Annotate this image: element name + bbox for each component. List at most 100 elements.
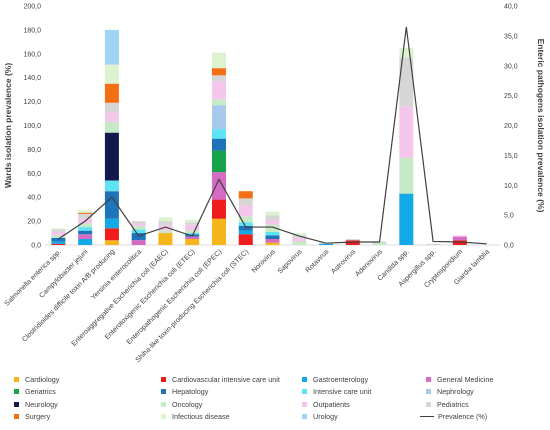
bar-segment-pediatrics: [345, 239, 360, 241]
legend-label: Urology: [313, 411, 338, 421]
bar-segment-oncology: [185, 230, 200, 234]
bar-segment-infectious-disease: [51, 228, 66, 230]
y-tick-label: 40,0: [27, 195, 41, 202]
bar-segment-outpatients: [158, 225, 173, 231]
legend-label: Prevalence (%): [438, 411, 488, 421]
bar-segment-oncology: [292, 241, 307, 245]
bar-segment-hepatology: [104, 191, 119, 219]
bar-segment-intensive-care-unit: [238, 222, 253, 226]
y2-tick-label: 0,0: [504, 243, 514, 250]
bar-segment-outpatients: [399, 106, 414, 158]
legend-swatch: [426, 389, 431, 395]
legend-label: Gastroenterology: [313, 375, 369, 384]
legend-label: General Medicine: [437, 375, 494, 384]
bar-segment-cardiology: [158, 233, 173, 245]
bar-segment-intensive-care-unit: [211, 129, 226, 139]
bar-segment-surgery: [78, 212, 93, 214]
bar-segment-outpatients: [265, 219, 280, 225]
x-tick-label: Sapovirus: [277, 248, 304, 275]
bar-segment-infectious-disease: [104, 64, 119, 84]
legend-item: Gastroenterology: [302, 375, 368, 384]
bar-segment-hepatology: [51, 237, 66, 242]
bar-segment-gastroenterology: [319, 243, 334, 245]
x-tick-label: Rotavirus: [305, 248, 331, 274]
bar-segment-pediatrics: [238, 198, 253, 206]
bar-segment-gastroenterology: [104, 218, 119, 229]
bar-segment-general-medicine: [185, 236, 200, 240]
x-tick-label: Norovirus: [251, 248, 277, 274]
bar-segment-general-medicine: [131, 240, 146, 245]
bar-segment-oncology: [51, 235, 66, 238]
y2-tick-label: 35,0: [504, 33, 518, 40]
bar-segment-oncology: [238, 216, 253, 223]
y-tick-label: 60,0: [27, 171, 41, 178]
bar-segment-intensive-care-unit: [131, 229, 146, 234]
bar-segment-general-medicine: [265, 239, 280, 243]
bar-segment-cardiology: [104, 240, 119, 245]
bar-segment-surgery: [238, 191, 253, 199]
bar-segment-hepatology: [211, 138, 226, 151]
bar-segment-cardiology: [265, 242, 280, 245]
legend-swatch: [161, 377, 166, 382]
bar-segment-general-medicine: [211, 172, 226, 200]
bar-segment-oncology: [399, 157, 414, 194]
legend-swatch: [302, 389, 307, 395]
y-tick-label: 160,0: [23, 51, 41, 58]
legend-label: Outpatients: [313, 399, 350, 409]
y-tick-label: 100,0: [23, 123, 41, 130]
y2-tick-label: 30,0: [504, 63, 518, 70]
bar-segment-oncology: [78, 223, 93, 228]
legend-swatch: [161, 401, 166, 407]
legend-item: Cardiology: [14, 375, 59, 384]
bar-segment-geriatrics: [211, 150, 226, 173]
y-tick-label: 120,0: [23, 99, 41, 106]
bar-segment-gastroenterology: [51, 241, 66, 244]
legend-swatch: [14, 401, 19, 407]
legend-label: Surgery: [25, 411, 51, 421]
bar-segment-infectious-disease: [265, 211, 280, 216]
bar-segment-cardiology: [185, 239, 200, 245]
legend-swatch: [14, 413, 19, 419]
bar-segment-oncology: [158, 230, 173, 234]
x-tick-label: Clostridioides difficile toxin A/B produ…: [21, 248, 116, 343]
legend-swatch: [302, 377, 307, 382]
legend-swatch: [426, 401, 431, 407]
bar-segment-hepatology: [265, 235, 280, 240]
x-tick-label: Yersinia enterocolitica: [90, 248, 143, 301]
legend-item: Cardiovascular intensive care unit: [161, 375, 280, 384]
y-tick-label: 80,0: [27, 147, 41, 154]
legend-label: Infectious disease: [172, 411, 230, 421]
legend-label: Intensive care unit: [313, 387, 372, 397]
bar-segment-oncology: [131, 225, 146, 230]
bar-segment-intensive-care-unit: [78, 227, 93, 231]
legend-swatch: [161, 389, 166, 395]
prevalence-line: [58, 26, 487, 245]
bar-segment-outpatients: [452, 235, 467, 237]
bar-segment-cardiovascular-intensive-care-unit: [238, 234, 253, 245]
bar-segment-infectious-disease: [158, 217, 173, 222]
bar-segment-outpatients: [104, 112, 119, 122]
bar-segment-cardiovascular-intensive-care-unit: [104, 228, 119, 241]
legend-item: Infectious disease: [161, 412, 230, 421]
bar-segment-infectious-disease: [211, 52, 226, 69]
x-tick-label: Astrovirus: [330, 248, 357, 275]
bar-segment-urology: [104, 29, 119, 65]
bar-segment-oncology: [372, 242, 387, 245]
bar-segment-surgery: [104, 83, 119, 103]
bar-segment-cardiology: [211, 218, 226, 245]
bar-segment-general-medicine: [78, 234, 93, 240]
y-tick-label: 180,0: [23, 27, 41, 34]
bar-segment-pediatrics: [158, 221, 173, 226]
legend-item: General Medicine: [426, 375, 493, 384]
y2-tick-label: 10,0: [504, 183, 518, 190]
bar-segment-pediatrics: [104, 102, 119, 113]
x-tick-label: Enteroaggregative Escherichia coli (EAEC…: [71, 248, 170, 347]
y-tick-label: 200,0: [23, 4, 41, 11]
bar-segment-outpatients: [238, 205, 253, 217]
y-tick-label: 20,0: [27, 219, 41, 226]
bar-segment-infectious-disease: [292, 233, 307, 236]
legend-label: Nephrology: [437, 387, 474, 397]
legend-item: Oncology: [161, 400, 202, 409]
y2-tick-label: 15,0: [504, 153, 518, 160]
